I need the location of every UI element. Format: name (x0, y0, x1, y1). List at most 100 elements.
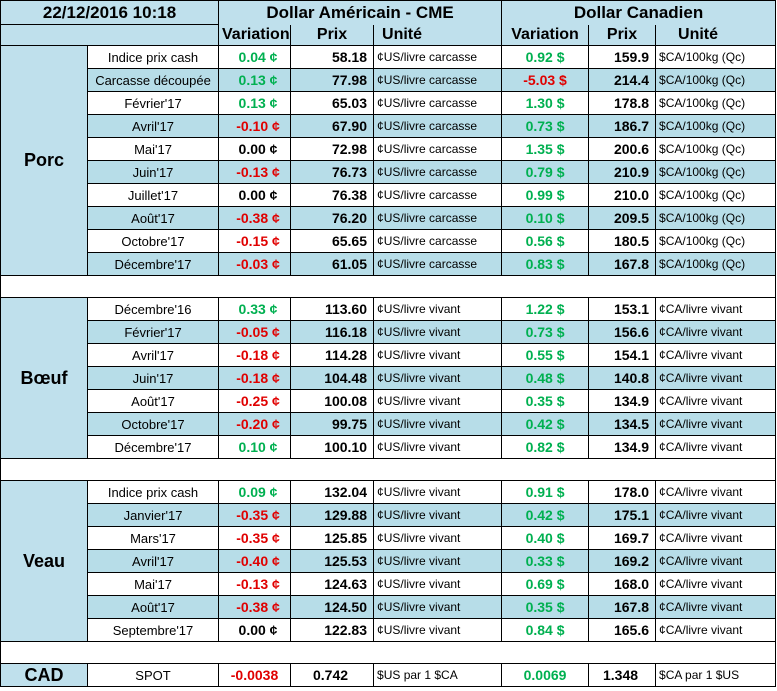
ca-variation: 1.22 $ (501, 297, 590, 321)
ca-variation: 0.91 $ (501, 480, 590, 504)
ca-unit: ¢CA/livre vivant (655, 503, 777, 527)
ca-col-unite: Unité (655, 24, 777, 46)
ca-unit: $CA/100kg (Qc) (655, 160, 777, 184)
us-unit: ¢US/livre carcasse (373, 183, 503, 207)
ca-variation: 0.99 $ (501, 183, 590, 207)
ca-section-title: Dollar Canadien (501, 0, 777, 25)
ca-unit: ¢CA/livre vivant (655, 435, 777, 459)
us-price: 76.38 (290, 183, 375, 207)
us-price: 65.65 (290, 229, 375, 253)
ca-unit: $CA/100kg (Qc) (655, 206, 777, 230)
ca-variation: 0.35 $ (501, 389, 590, 413)
table-row: Janvier'17 -0.35 ¢ 129.88 ¢US/livre vivant 0… (1, 503, 777, 527)
us-price: 116.18 (290, 320, 375, 344)
ca-variation: 0.35 $ (501, 595, 590, 619)
table-row: Avril'17 -0.10 ¢ 67.90 ¢US/livre carcasse 0.… (1, 114, 777, 138)
ca-price: 214.4 (588, 68, 657, 92)
row-label: Janvier'17 (86, 503, 220, 527)
us-col-prix: Prix (290, 24, 375, 46)
ca-price: 153.1 (588, 297, 657, 321)
ca-variation: 0.55 $ (501, 343, 590, 367)
us-variation: 0.33 ¢ (218, 297, 292, 321)
ca-unit: ¢CA/livre vivant (655, 297, 777, 321)
ca-variation: 1.30 $ (501, 91, 590, 115)
us-variation: -0.35 ¢ (218, 503, 292, 527)
us-unit: ¢US/livre vivant (373, 572, 503, 596)
ca-price: 175.1 (588, 503, 657, 527)
us-unit: ¢US/livre vivant (373, 297, 503, 321)
ca-variation: 0.83 $ (501, 252, 590, 276)
table-row: Octobre'17 -0.15 ¢ 65.65 ¢US/livre carcasse… (1, 229, 777, 253)
us-variation: 0.09 ¢ (218, 480, 292, 504)
row-label: Août'17 (86, 389, 220, 413)
table-row: Carcasse découpée 0.13 ¢ 77.98 ¢US/livre ca… (1, 68, 777, 92)
ca-price: 140.8 (588, 366, 657, 390)
ca-col-variation: Variation (501, 24, 590, 46)
table-row: Septembre'17 0.00 ¢ 122.83 ¢US/livre vivant… (1, 618, 777, 642)
table-row: Février'17 -0.05 ¢ 116.18 ¢US/livre vivant 0… (1, 320, 777, 344)
us-unit: ¢US/livre carcasse (373, 137, 503, 161)
row-label: Mars'17 (86, 526, 220, 550)
row-label: SPOT (86, 663, 220, 687)
us-variation: -0.25 ¢ (218, 389, 292, 413)
ca-unit: ¢CA/livre vivant (655, 320, 777, 344)
ca-price: 210.9 (588, 160, 657, 184)
us-unit: ¢US/livre vivant (373, 412, 503, 436)
us-col-unite: Unité (373, 24, 503, 46)
us-unit: ¢US/livre vivant (373, 526, 503, 550)
us-price: 77.98 (290, 68, 375, 92)
ca-unit: $CA/100kg (Qc) (655, 183, 777, 207)
ca-price: 178.8 (588, 91, 657, 115)
ca-price: 169.7 (588, 526, 657, 550)
ca-variation: 0.33 $ (501, 549, 590, 573)
us-price: 58.18 (290, 45, 375, 69)
us-variation: -0.10 ¢ (218, 114, 292, 138)
row-label: Septembre'17 (86, 618, 220, 642)
row-label: Avril'17 (86, 549, 220, 573)
ca-variation: 0.48 $ (501, 366, 590, 390)
us-variation: -0.13 ¢ (218, 572, 292, 596)
us-variation: -0.18 ¢ (218, 366, 292, 390)
row-label: Mai'17 (86, 572, 220, 596)
ca-price: 168.0 (588, 572, 657, 596)
us-variation: 0.00 ¢ (218, 618, 292, 642)
row-label: Indice prix cash (86, 480, 220, 504)
us-unit: ¢US/livre vivant (373, 435, 503, 459)
row-label: Décembre'16 (86, 297, 220, 321)
ca-price: 167.8 (588, 252, 657, 276)
us-unit: ¢US/livre vivant (373, 618, 503, 642)
table-row: Février'17 0.13 ¢ 65.03 ¢US/livre carcasse 1… (1, 91, 777, 115)
ca-unit: ¢CA/livre vivant (655, 618, 777, 642)
ca-unit: ¢CA/livre vivant (655, 595, 777, 619)
us-price: 104.48 (290, 366, 375, 390)
us-price: 100.10 (290, 435, 375, 459)
us-variation: -0.20 ¢ (218, 412, 292, 436)
ca-unit: ¢CA/livre vivant (655, 549, 777, 573)
ca-variation: 0.79 $ (501, 160, 590, 184)
ca-variation: 0.56 $ (501, 229, 590, 253)
us-unit: ¢US/livre vivant (373, 503, 503, 527)
group-label-porc: Porc (0, 45, 88, 276)
ca-price: 186.7 (588, 114, 657, 138)
table-row: Août'17 -0.38 ¢ 76.20 ¢US/livre carcasse 0.1… (1, 206, 777, 230)
ca-variation: 0.42 $ (501, 503, 590, 527)
us-unit: ¢US/livre carcasse (373, 91, 503, 115)
us-price: 114.28 (290, 343, 375, 367)
us-unit: ¢US/livre vivant (373, 343, 503, 367)
ca-unit: $CA/100kg (Qc) (655, 252, 777, 276)
table-row: Décembre'17 -0.03 ¢ 61.05 ¢US/livre carcass… (1, 252, 777, 276)
table-row: Bœuf Décembre'16 0.33 ¢ 113.60 ¢US/livre viv… (0, 297, 777, 459)
us-variation: -0.40 ¢ (218, 549, 292, 573)
us-variation: -0.03 ¢ (218, 252, 292, 276)
group-label-veau: Veau (0, 480, 88, 642)
us-price: 125.85 (290, 526, 375, 550)
ca-variation: 0.0069 (501, 663, 590, 687)
us-variation: -0.05 ¢ (218, 320, 292, 344)
header-row-2: Variation Prix Unité Variation Prix Unit… (0, 24, 777, 46)
us-section-title: Dollar Américain - CME (218, 0, 503, 25)
ca-price: 134.5 (588, 412, 657, 436)
us-price: 61.05 (290, 252, 375, 276)
ca-unit: ¢CA/livre vivant (655, 572, 777, 596)
cad-spot-row: CAD SPOT -0.0038 0.742 $US par 1 $CA 0.0069 1.… (0, 663, 777, 687)
row-label: Août'17 (86, 206, 220, 230)
